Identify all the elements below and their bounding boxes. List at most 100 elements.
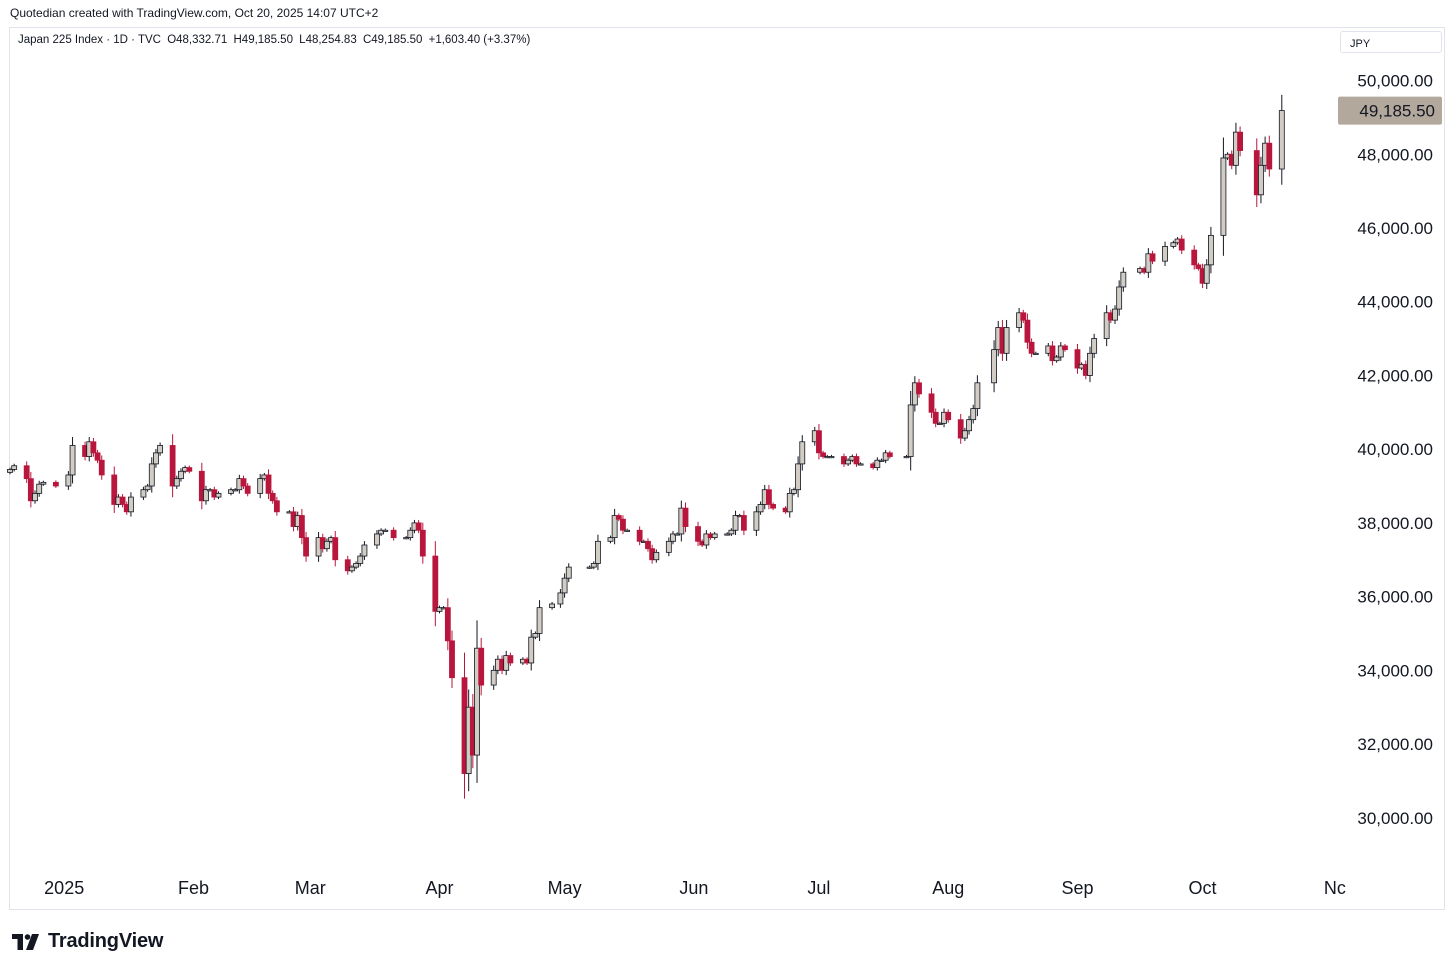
time-axis[interactable]: 2025 Feb Mar Apr May Jun Jul Aug Sep Oct Nc [44,878,1346,898]
candle-body [770,504,776,509]
candle-body [561,577,568,594]
candle-body [607,537,614,542]
candle-body [1220,157,1227,236]
candle-body [419,529,426,557]
candle-body [32,492,38,502]
candle-body [474,647,480,756]
candle-body [611,515,618,539]
legend-close: C49,185.50 [362,34,423,46]
legend-open: O48,332.71 [167,34,228,46]
candle-body [378,529,385,535]
candle-body [98,459,105,476]
candle-body [636,529,643,542]
candle-body [178,470,184,480]
candle-body [257,478,264,494]
legend-high: H49,185.50 [233,34,293,46]
candle-body [532,633,539,638]
candle-body [732,515,739,531]
candle-body [1149,253,1156,262]
candle-body [403,537,410,540]
candle-body [645,540,651,550]
price-axis[interactable]: 30,000.00 32,000.00 34,000.00 36,000.00 38,0… [1357,72,1433,828]
candle-body [1091,338,1098,354]
time-tick-label: Jul [807,878,830,898]
candle-body [140,489,147,498]
candle-body [878,459,885,462]
price-tick-label: 34,000.00 [1357,661,1433,680]
candle-body [816,430,822,454]
candle-body [324,540,330,550]
candle-body [786,492,793,513]
candle-body [353,563,359,568]
candle-body [40,481,47,485]
candle-body [169,445,176,487]
candle-body [703,533,710,546]
candle-body [273,500,280,513]
candle-body [595,540,601,564]
candle-body [1028,341,1035,354]
symbol-legend: Japan 225 Index · 1D · TVC O48,332.71 H4… [18,34,533,46]
candle-body [928,393,935,413]
candle-body [111,474,118,505]
candle-body [528,636,535,664]
candle-body [1195,264,1202,269]
candle-body [27,478,34,502]
candle-body [1087,352,1093,376]
last-price-badge [1338,96,1442,125]
candle-body [1266,142,1273,170]
candle-body [991,349,997,384]
candle-body [382,529,389,532]
candle-body [549,603,555,609]
candle-body [1053,356,1060,362]
candle-body [1258,164,1264,196]
candle-body [228,489,234,494]
candle-body [795,463,801,491]
price-tick-label: 30,000.00 [1357,809,1433,828]
candle-body [857,463,864,466]
candle-body [820,452,827,457]
candle-body [269,492,276,502]
last-price-marker: 49,185.50 [1338,96,1442,125]
tradingview-logo[interactable]: TradingView [12,930,163,953]
candle-body [536,607,543,634]
currency-button[interactable]: JPY [1340,31,1442,53]
candle-body [119,496,126,505]
candle-body [1208,234,1214,266]
candle-body [1162,246,1168,262]
candle-body [907,404,914,457]
candle-body [1024,319,1031,343]
time-tick-label: Mar [295,878,326,898]
candle-body [173,478,180,487]
candle-body [436,607,443,612]
candle-body [244,485,251,494]
candle-body [974,382,981,410]
candle-body [349,566,355,572]
candle-body [886,452,893,457]
time-tick-label: Aug [932,878,964,898]
candle-body [144,485,151,491]
price-tick-label: 46,000.00 [1357,219,1433,238]
candle-body [153,452,159,465]
candle-body [148,463,155,487]
candle-body [303,537,309,557]
time-tick-label: Nc [1324,878,1346,898]
brand-name: TradingView [48,930,164,952]
candle-body [65,474,72,487]
candle-body [128,496,134,513]
candle-body [957,419,964,439]
candle-body [1049,345,1056,362]
candle-body [653,551,660,561]
price-tick-label: 36,000.00 [1357,588,1433,607]
candles-layer [7,94,1285,799]
time-tick-label: 2025 [44,878,84,898]
price-tick-label: 48,000.00 [1357,145,1433,164]
candle-body [1237,131,1243,151]
legend-symbol[interactable]: Japan 225 Index · 1D · TVC [18,34,161,46]
candle-body [853,456,860,465]
time-tick-label: Apr [425,878,453,898]
candle-body [624,529,631,532]
time-tick-label: Jun [679,878,708,898]
candle-body [903,456,910,459]
candle-body [799,441,806,465]
